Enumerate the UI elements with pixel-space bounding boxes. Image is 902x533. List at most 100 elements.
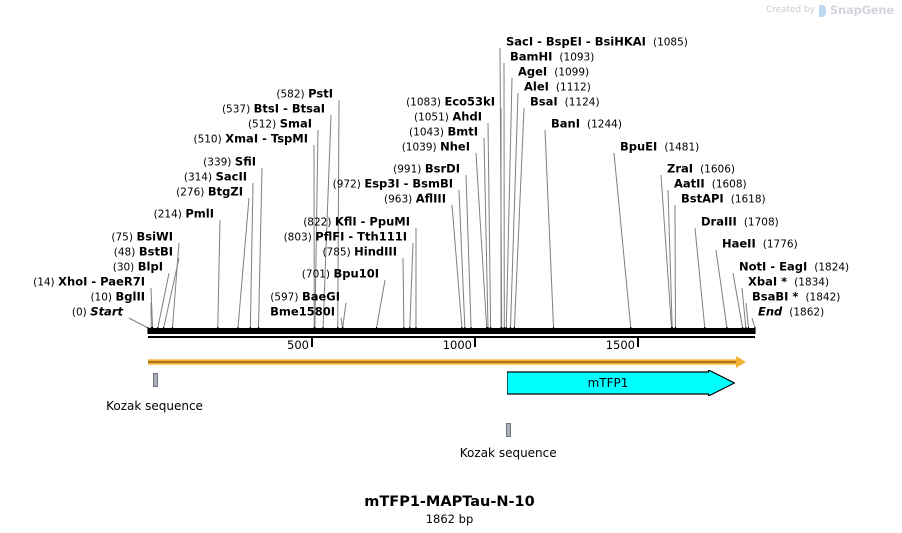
- restriction-site-label[interactable]: BstAPI (1618): [681, 193, 766, 206]
- enzyme-name: SacII: [215, 169, 247, 184]
- restriction-site-label[interactable]: AatII (1608): [674, 178, 747, 191]
- restriction-site-label[interactable]: (537) BtsI - BtsaI: [222, 103, 325, 116]
- restriction-site-label[interactable]: (803) PflFI - Tth111I: [284, 231, 407, 244]
- enzyme-name: AleI: [524, 79, 549, 94]
- enzyme-name: XmaI: [225, 131, 259, 146]
- enzyme-separator: -: [344, 229, 358, 244]
- restriction-site-label[interactable]: (512) SmaI: [248, 118, 312, 131]
- site-enzyme-names: Start: [90, 306, 123, 319]
- restriction-site-label[interactable]: (10) BglII: [90, 291, 145, 304]
- restriction-site-label[interactable]: (1043) BmtI: [409, 126, 478, 139]
- site-position: (1618): [730, 193, 766, 206]
- enzyme-name: BspEI: [545, 34, 582, 49]
- enzyme-name: Bpu10I: [333, 266, 379, 281]
- restriction-site-label[interactable]: ZraI (1606): [667, 163, 735, 176]
- site-enzyme-names: BmtI: [447, 126, 478, 139]
- restriction-site-label[interactable]: (30) BlpI: [113, 261, 163, 274]
- restriction-site-label[interactable]: (48) BstBI: [114, 246, 173, 259]
- restriction-site-label[interactable]: (75) BsiWI: [111, 231, 173, 244]
- enzyme-name: BlpI: [137, 259, 163, 274]
- restriction-site-label[interactable]: (276) BtgZI: [176, 186, 243, 199]
- restriction-site-label[interactable]: XbaI * (1834): [748, 276, 829, 289]
- restriction-site-label[interactable]: HaeII (1776): [722, 238, 798, 251]
- enzyme-separator: -: [279, 101, 292, 116]
- enzyme-name: BsmBI: [412, 176, 453, 191]
- restriction-site-label[interactable]: DraIII (1708): [701, 216, 779, 229]
- restriction-site-label[interactable]: (339) SfiI: [203, 156, 256, 169]
- site-position: (597): [270, 291, 299, 304]
- enzyme-name: BtsI: [253, 101, 280, 116]
- enzyme-separator: -: [356, 214, 370, 229]
- kozak-sequence-label: Kozak sequence: [459, 446, 557, 460]
- restriction-site-label[interactable]: (701) Bpu10I: [302, 268, 379, 281]
- enzyme-separator: -: [87, 274, 101, 289]
- kozak-sequence-marker[interactable]: [152, 373, 158, 387]
- snapgene-watermark: Created by SnapGene: [766, 3, 894, 17]
- site-enzyme-names: KflI - PpuMI: [335, 216, 410, 229]
- restriction-site-label[interactable]: (963) AflIII: [384, 193, 446, 206]
- site-position: (314): [183, 171, 213, 184]
- site-position: (1093): [559, 51, 595, 64]
- feature-mtfp1-arrow[interactable]: [507, 370, 735, 396]
- site-position: (1842): [805, 291, 841, 304]
- site-position: (276): [176, 186, 205, 199]
- site-enzyme-names: Eco53kI: [444, 96, 495, 109]
- site-position: (785): [322, 246, 351, 259]
- watermark-created-by: Created by: [766, 5, 815, 15]
- restriction-site-label[interactable]: (597) BaeGI: [270, 291, 340, 304]
- orf-arrowhead-icon: [736, 356, 747, 368]
- enzyme-name: DraIII: [701, 214, 737, 229]
- site-enzyme-names: AatII: [674, 178, 705, 191]
- enzyme-separator: -: [399, 176, 413, 191]
- site-enzyme-names: SfiI: [235, 156, 256, 169]
- plasmid-size: 1862 bp: [425, 512, 474, 526]
- ruler-tick-label: 1000: [442, 338, 472, 352]
- restriction-site-label[interactable]: AleI (1112): [524, 81, 591, 94]
- restriction-site-label[interactable]: BanI (1244): [551, 118, 622, 131]
- site-position: (10): [90, 291, 112, 304]
- restriction-site-label[interactable]: End (1862): [758, 306, 824, 319]
- restriction-site-label[interactable]: (14) XhoI - PaeR7I: [33, 276, 145, 289]
- restriction-site-label[interactable]: (0) Start: [72, 306, 123, 319]
- restriction-site-label[interactable]: SacI - BspEI - BsiHKAI (1085): [506, 36, 688, 49]
- enzyme-name: BsiHKAI: [594, 34, 646, 49]
- ruler-tick-label: 1500: [605, 338, 635, 352]
- restriction-site-label[interactable]: BsaI (1124): [530, 96, 600, 109]
- site-position: (1608): [711, 178, 747, 191]
- enzyme-name: AatII: [674, 176, 705, 191]
- restriction-site-label[interactable]: AgeI (1099): [518, 66, 589, 79]
- enzyme-name: BamHI: [510, 49, 553, 64]
- site-enzyme-names: AgeI: [518, 66, 547, 79]
- site-enzyme-names: BstBI: [139, 246, 173, 259]
- restriction-site-label[interactable]: (1083) Eco53kI: [406, 96, 495, 109]
- restriction-site-label[interactable]: (1051) AhdI: [414, 111, 482, 124]
- site-position: (512): [247, 118, 277, 131]
- restriction-site-label[interactable]: (1039) NheI: [402, 141, 470, 154]
- restriction-site-label[interactable]: BsaBI * (1842): [752, 291, 840, 304]
- ruler-tick: [310, 338, 313, 347]
- restriction-site-label[interactable]: (822) KflI - PpuMI: [303, 216, 410, 229]
- site-enzyme-names: PstI: [308, 88, 333, 101]
- enzyme-name: Esp3I: [364, 176, 400, 191]
- enzyme-separator: -: [258, 131, 271, 146]
- site-enzyme-names: BaeGI: [302, 291, 340, 304]
- site-enzyme-names: BsaBI *: [752, 291, 798, 304]
- site-enzyme-names: SacII: [216, 171, 247, 184]
- ruler-tick: [473, 338, 476, 347]
- restriction-site-label[interactable]: (314) SacII: [184, 171, 247, 184]
- restriction-site-label[interactable]: (214) PmlI: [154, 208, 214, 221]
- enzyme-name: BsaBI: [752, 289, 789, 304]
- restriction-site-label[interactable]: (510) XmaI - TspMI: [193, 133, 308, 146]
- restriction-site-label[interactable]: (972) Esp3I - BsmBI: [333, 178, 453, 191]
- restriction-site-label[interactable]: (582) PstI: [276, 88, 333, 101]
- kozak-sequence-marker[interactable]: [506, 423, 512, 437]
- restriction-site-label[interactable]: (991) BsrDI: [393, 163, 460, 176]
- restriction-site-label[interactable]: Bme1580I: [270, 306, 335, 319]
- site-enzyme-names: XbaI *: [748, 276, 787, 289]
- restriction-site-label[interactable]: BpuEI (1481): [620, 141, 699, 154]
- site-position: (1124): [564, 96, 600, 109]
- restriction-site-label[interactable]: BamHI (1093): [510, 51, 594, 64]
- site-position: (1244): [587, 118, 622, 131]
- restriction-site-label[interactable]: (785) HindIII: [322, 246, 397, 259]
- restriction-site-label[interactable]: NotI - EagI (1824): [739, 261, 849, 274]
